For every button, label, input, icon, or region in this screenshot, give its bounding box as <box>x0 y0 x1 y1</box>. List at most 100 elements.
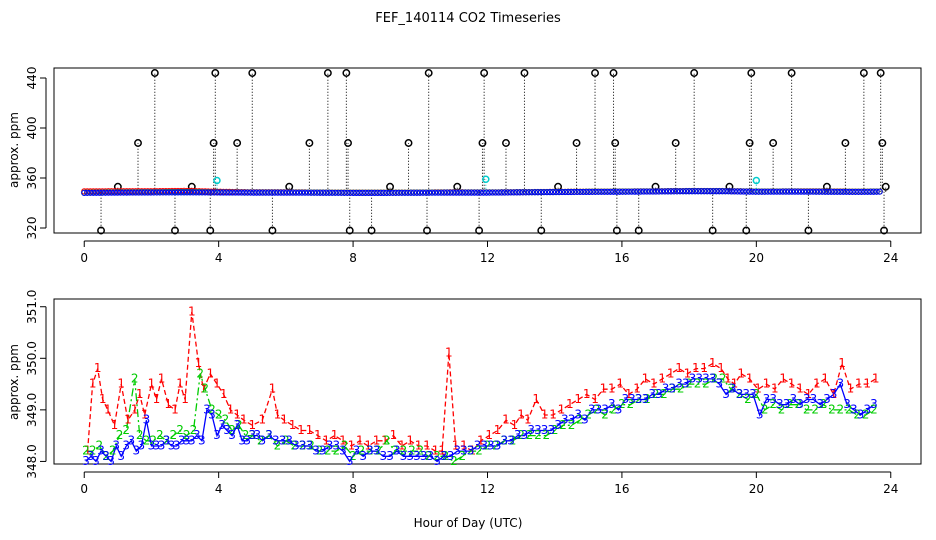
bottom-series-3-mark: 3 <box>193 428 201 442</box>
top-series-3-point <box>773 188 780 195</box>
bottom-series-2-mark: 2 <box>702 377 710 391</box>
bottom-series-2-mark: 2 <box>626 397 634 411</box>
top-spike-point <box>747 69 756 77</box>
bottom-series-3-mark: 3 <box>742 387 750 401</box>
bottom-series-1-mark: 1 <box>821 371 829 385</box>
top-cyan-point <box>752 176 761 185</box>
bottom-series-1-mark: 1 <box>200 382 208 396</box>
top-series-3-point <box>686 188 693 195</box>
top-plot-frame <box>53 67 922 234</box>
top-series-3-point <box>386 189 393 196</box>
bottom-series-2-mark: 2 <box>568 418 576 432</box>
top-series-3-point <box>719 188 726 195</box>
top-spike-point <box>841 139 850 147</box>
top-spike-point <box>134 139 142 147</box>
top-series-3-point <box>456 189 463 196</box>
top-series-3-point <box>111 189 118 196</box>
top-series-3-point <box>241 189 248 196</box>
top-spike-point <box>97 226 105 235</box>
bottom-series-2-mark: 2 <box>102 449 110 463</box>
top-series-3-point <box>190 189 197 196</box>
bottom-series-1-mark: 1 <box>188 304 196 318</box>
bottom-series-2-mark: 2 <box>299 438 307 452</box>
bottom-series-1-mark: 1 <box>872 371 880 385</box>
bottom-series-1-mark: 1 <box>206 366 214 380</box>
top-spike-point <box>745 139 754 147</box>
top-series-3-point <box>422 189 430 196</box>
top-series-3-point <box>592 188 599 195</box>
bottom-series-2-mark: 2 <box>248 428 256 442</box>
bottom-series-2-mark: 2 <box>169 428 177 442</box>
top-series-3-point <box>858 188 865 195</box>
bottom-x-tick-label: 24 <box>883 482 898 496</box>
bottom-x-axis: 0 4 8 12 16 20 24 <box>80 471 898 496</box>
top-series-3-point <box>725 188 732 195</box>
bottom-series-2-mark: 2 <box>143 433 151 447</box>
bottom-series-2-mark: 2 <box>324 444 332 458</box>
top-series-3-point <box>695 188 702 195</box>
top-spike-point <box>520 69 529 77</box>
top-series-3-point <box>374 189 381 196</box>
top-series-3-point <box>722 188 729 195</box>
top-series-3-point <box>770 188 777 195</box>
bottom-series-1-mark: 1 <box>259 413 267 427</box>
top-series-3-point <box>534 189 542 196</box>
bottom-series-1-mark: 1 <box>227 402 235 416</box>
bottom-series-3-mark: 3 <box>143 413 151 427</box>
bottom-series-2-mark: 2 <box>190 423 198 437</box>
top-series-3-point <box>507 189 514 196</box>
bottom-series-1-mark: 1 <box>830 387 838 401</box>
top-series-3-point <box>144 189 151 196</box>
top-series-3-point <box>516 189 523 196</box>
bottom-series-1-mark: 1 <box>348 438 356 452</box>
top-series-3-point <box>153 189 160 196</box>
bottom-series-3-mark: 3 <box>843 397 851 411</box>
top-spike-point <box>480 69 489 77</box>
top-series-3-point <box>846 188 853 195</box>
bottom-series-1-mark: 1 <box>838 356 846 370</box>
top-spike-point <box>344 139 352 147</box>
top-series-3-point <box>649 188 656 195</box>
bottom-series-3-mark: 3 <box>716 377 724 391</box>
bottom-series-1-mark: 1 <box>591 392 599 406</box>
bottom-series-2-mark: 2 <box>610 402 618 416</box>
top-cyan-point <box>213 176 221 185</box>
bottom-series-1-line <box>86 311 876 452</box>
bottom-series-2-mark: 2 <box>222 413 230 427</box>
bottom-y-axis: 348.0 349.0 350.0 351.0 <box>25 290 47 479</box>
bottom-series-3-mark: 3 <box>675 377 683 391</box>
bottom-series-1-mark: 1 <box>89 377 97 391</box>
top-series-3-point <box>837 188 844 195</box>
bottom-series-1-mark: 1 <box>642 371 650 385</box>
bottom-series-3-mark: 3 <box>346 454 354 468</box>
bottom-series-3-mark: 3 <box>830 387 838 401</box>
top-series-3-point <box>601 188 608 195</box>
top-series-3-point <box>562 188 569 196</box>
bottom-series-3-mark: 3 <box>480 438 488 452</box>
bottom-series-1-mark: 1 <box>322 433 330 447</box>
bottom-series-2-mark: 2 <box>551 423 559 437</box>
top-series-3-point <box>135 189 142 196</box>
bottom-series-1-mark: 1 <box>855 377 863 391</box>
top-series-3-point <box>643 188 650 195</box>
bottom-series-1-mark: 1 <box>153 392 161 406</box>
bottom-series-1-mark: 1 <box>240 413 248 427</box>
top-spike-point <box>323 69 332 77</box>
bottom-series-2-mark: 2 <box>769 397 777 411</box>
top-series-3-point <box>347 189 354 196</box>
bottom-series-2-mark: 2 <box>282 433 290 447</box>
top-series-3-point <box>746 188 753 195</box>
bottom-series-3-mark: 3 <box>581 413 589 427</box>
top-series-3-point <box>447 189 454 196</box>
bottom-series-3-mark: 3 <box>554 418 562 432</box>
bottom-series-2-mark: 2 <box>274 438 282 452</box>
bottom-series-3-mark: 3 <box>467 444 475 458</box>
bottom-series-2-mark: 2 <box>753 387 761 401</box>
top-series-3-point <box>779 188 786 195</box>
bottom-y-tick-label: 349.0 <box>25 393 39 427</box>
top-series-3-point <box>138 189 145 196</box>
bottom-series-3-mark: 3 <box>173 438 181 452</box>
bottom-series-1-mark: 1 <box>181 392 189 406</box>
top-series-3-point <box>586 188 593 195</box>
bottom-series-2-mark: 2 <box>183 428 191 442</box>
